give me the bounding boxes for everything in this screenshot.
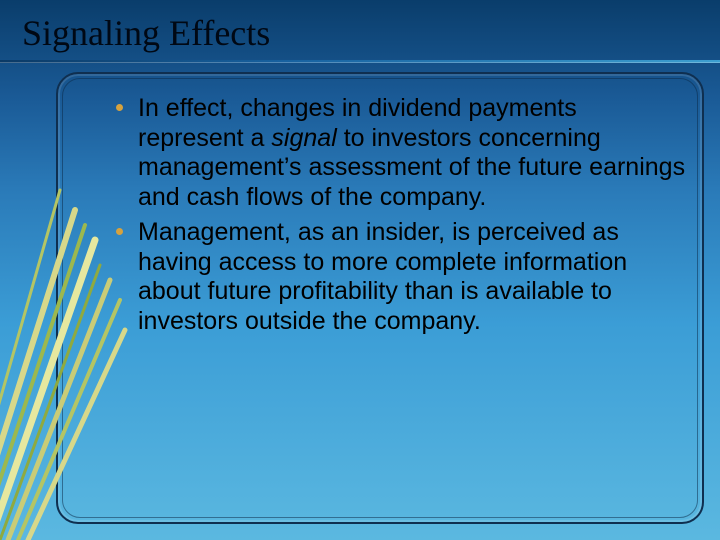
bullet-marker-icon bbox=[116, 228, 123, 235]
bullet-text-before: Management, as an insider, is perceived … bbox=[138, 218, 627, 335]
bullet-marker-icon bbox=[116, 104, 123, 111]
slide-title: Signaling Effects bbox=[22, 12, 270, 54]
bullet-text: Management, as an insider, is perceived … bbox=[138, 218, 688, 336]
title-underline bbox=[0, 60, 720, 63]
bullet-text-italic: signal bbox=[271, 124, 336, 152]
bullet-item: Management, as an insider, is perceived … bbox=[108, 218, 688, 336]
content-area: In effect, changes in dividend payments … bbox=[108, 94, 688, 342]
bullet-text: In effect, changes in dividend payments … bbox=[138, 94, 688, 212]
bullet-item: In effect, changes in dividend payments … bbox=[108, 94, 688, 212]
